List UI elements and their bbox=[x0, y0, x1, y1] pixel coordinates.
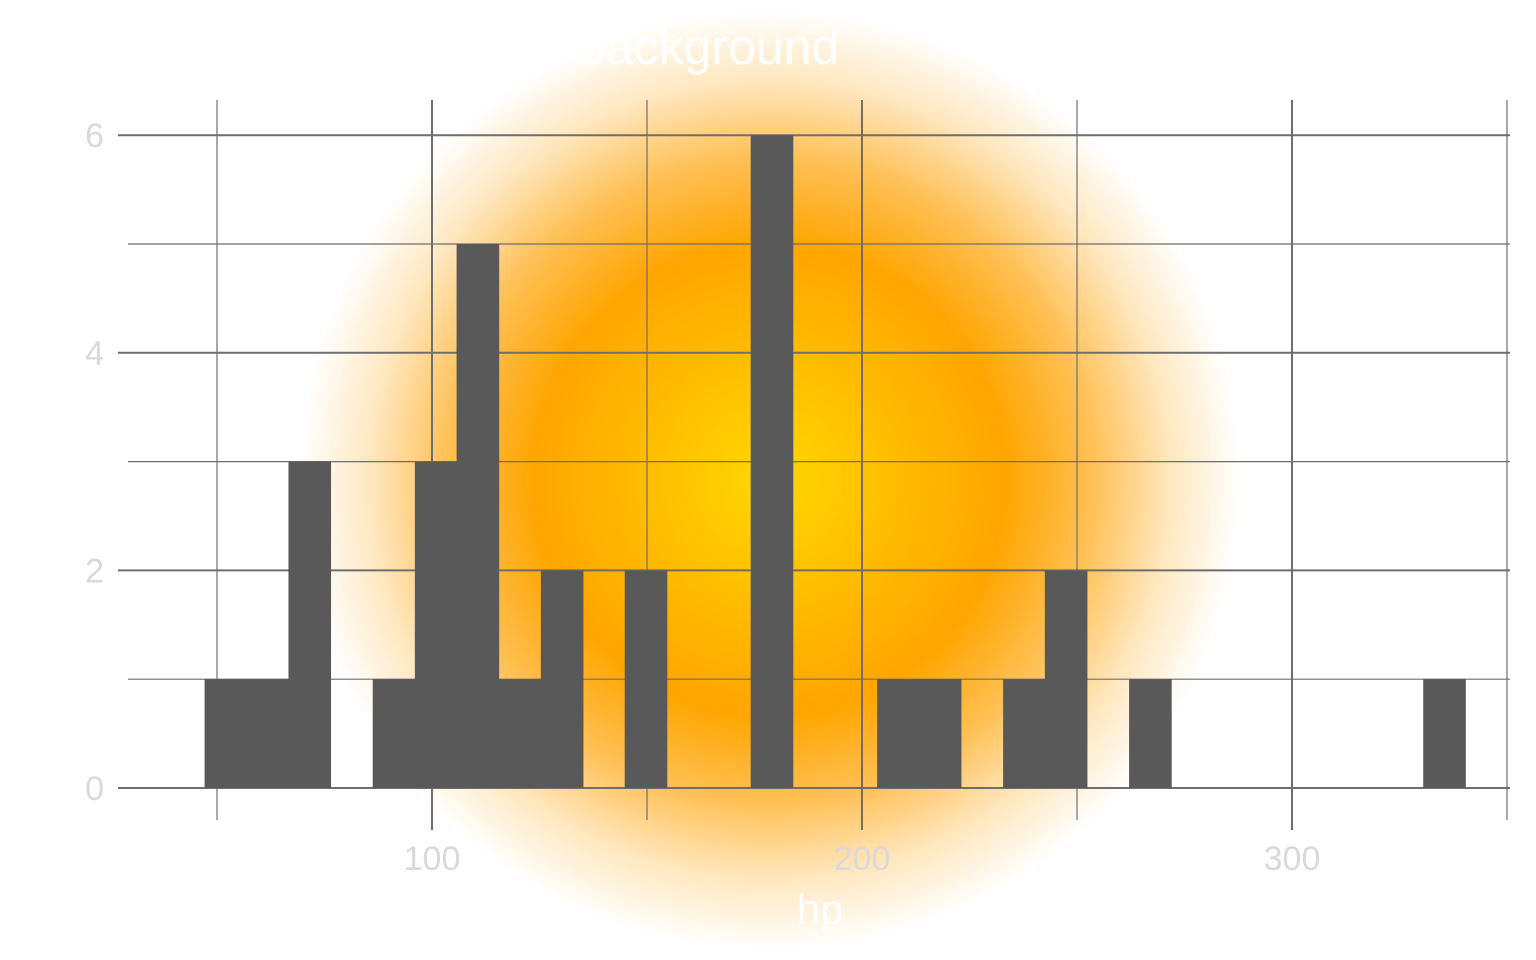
y-tick-label: 6 bbox=[85, 117, 104, 155]
histogram-bar bbox=[918, 679, 962, 788]
y-tick-label: 2 bbox=[85, 552, 104, 590]
histogram-bar bbox=[1044, 570, 1088, 788]
histogram-bar bbox=[246, 679, 290, 788]
chart-title: background bbox=[578, 19, 839, 75]
y-tick-label: 4 bbox=[85, 335, 104, 373]
axes: 0 2 4 6 100 200 300 bbox=[85, 117, 1320, 878]
histogram-bar bbox=[498, 679, 542, 788]
histogram-bar bbox=[1129, 679, 1172, 788]
histogram-bar bbox=[372, 679, 416, 788]
histogram-bar bbox=[414, 461, 458, 788]
y-tick-label: 0 bbox=[85, 770, 104, 808]
histogram-bar bbox=[624, 570, 668, 788]
x-tick-label: 300 bbox=[1264, 840, 1321, 878]
x-tick-label: 100 bbox=[404, 840, 461, 878]
histogram-bar bbox=[540, 570, 584, 788]
histogram-bar bbox=[288, 461, 332, 788]
grid bbox=[118, 100, 1510, 830]
x-axis-title: hp bbox=[797, 886, 844, 933]
histogram-bar bbox=[1003, 679, 1046, 788]
histogram-bar bbox=[750, 135, 794, 788]
x-tick-label: 200 bbox=[834, 840, 891, 878]
histogram-bar bbox=[1423, 679, 1466, 788]
histogram-bar bbox=[877, 679, 920, 788]
histogram-bar bbox=[204, 679, 248, 788]
bars bbox=[204, 135, 1466, 788]
histogram-bar bbox=[456, 244, 500, 788]
